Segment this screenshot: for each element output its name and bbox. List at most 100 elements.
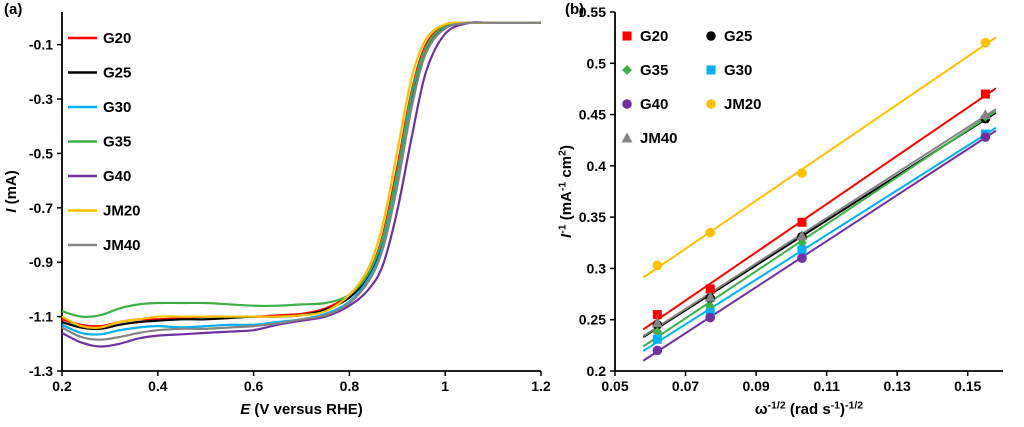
y-axis-title: I (mA) bbox=[3, 170, 20, 213]
legend-item-G30: G30 bbox=[706, 62, 752, 79]
y-tick-label: -1.3 bbox=[29, 363, 53, 379]
series-G30-marker bbox=[652, 334, 662, 344]
y-tick-label: 0.25 bbox=[579, 312, 606, 328]
y-tick-label: -0.9 bbox=[29, 254, 53, 270]
series-JM40-marker bbox=[796, 230, 808, 241]
x-tick-label: 0.05 bbox=[601, 378, 628, 394]
legend-item-G40: G40 bbox=[68, 168, 131, 185]
legend-item-G35: G35 bbox=[68, 134, 131, 151]
y-tick-label: 0.35 bbox=[579, 209, 606, 225]
legend-marker-JM20 bbox=[706, 99, 716, 109]
fit-lines-group bbox=[642, 36, 997, 362]
series-G40-marker bbox=[797, 253, 807, 263]
series-G20-marker bbox=[797, 217, 807, 227]
series-JM40-marker bbox=[651, 317, 663, 328]
y-tick-label: 0.4 bbox=[587, 158, 607, 174]
series-G20-marker bbox=[652, 310, 662, 320]
legend-item-JM40: JM40 bbox=[621, 130, 678, 147]
y-axis-title: I-1 (mA-1 cm2) bbox=[557, 145, 575, 238]
series-G30-marker bbox=[705, 308, 715, 318]
series-JM20-marker bbox=[705, 227, 716, 238]
legend-marker-G30 bbox=[706, 65, 716, 75]
x-tick-label: 0.8 bbox=[340, 378, 360, 394]
y-tick-label: -1.1 bbox=[29, 309, 53, 325]
legend-label-G25: G25 bbox=[103, 65, 131, 82]
legend-item-JM40: JM40 bbox=[68, 237, 141, 254]
x-tick-label: 1 bbox=[441, 378, 449, 394]
series-G20-marker bbox=[980, 89, 990, 99]
series-G40-line bbox=[61, 21, 541, 348]
series-G20-fitline bbox=[642, 87, 997, 331]
legend-label-JM20: JM20 bbox=[724, 96, 762, 113]
series-group bbox=[61, 21, 541, 348]
x-tick-label: 0.13 bbox=[884, 378, 911, 394]
y-tick-label: 0.3 bbox=[587, 260, 607, 276]
series-G40-marker bbox=[652, 345, 663, 356]
x-tick-label: 0.09 bbox=[742, 378, 769, 394]
legend-item-G40: G40 bbox=[622, 96, 668, 113]
y-tick-label: 0.2 bbox=[587, 363, 607, 379]
panel-a: (a) 0.2 0.4 0.6 0.8 1 1.2 -0.1 -0.3 -0.5 -0.7 -0.9… bbox=[3, 1, 551, 418]
markers-group bbox=[651, 37, 991, 356]
legend-marker-G20 bbox=[622, 31, 632, 41]
series-G35-marker bbox=[796, 237, 807, 248]
series-G35-fitline bbox=[642, 110, 997, 348]
legend-label-G25: G25 bbox=[724, 28, 752, 45]
series-G30-marker bbox=[797, 245, 807, 255]
series-G25-line bbox=[61, 21, 541, 331]
legend-item-JM20: JM20 bbox=[68, 203, 141, 220]
legend: G20 G25 G30 G35 G40 JM20 JM40 bbox=[68, 30, 141, 254]
legend-marker-G40 bbox=[622, 99, 632, 109]
legend-item-G25: G25 bbox=[706, 28, 752, 45]
series-G35-line bbox=[61, 21, 541, 318]
series-JM20-marker bbox=[797, 168, 807, 178]
series-G40-marker bbox=[705, 312, 716, 323]
chart-b-svg: 0.05 0.07 0.09 0.11 0.13 0.15 0.2 0.25 0.3 0.35 0.… bbox=[557, 4, 1003, 418]
y-tick-label: 0.55 bbox=[579, 4, 606, 20]
legend-marker-G25 bbox=[706, 31, 716, 41]
legend-label-JM40: JM40 bbox=[640, 130, 678, 147]
series-G30-line bbox=[61, 21, 541, 336]
y-tick-label: -0.7 bbox=[29, 200, 53, 216]
chart-a-svg: 0.2 0.4 0.6 0.8 1 1.2 -0.1 -0.3 -0.5 -0.7 -0.9 -1.1… bbox=[3, 12, 551, 418]
legend-item-G30: G30 bbox=[68, 99, 131, 116]
y-tick-label: 0.5 bbox=[587, 55, 607, 71]
legend-label-JM40: JM40 bbox=[103, 237, 141, 254]
axes: 0.2 0.4 0.6 0.8 1 1.2 -0.1 -0.3 -0.5 -0.7 -0.9 -1.1… bbox=[29, 12, 551, 394]
x-axis-title: E (V versus RHE) bbox=[240, 401, 363, 418]
series-JM20-fitline bbox=[642, 36, 997, 279]
series-JM40-marker bbox=[704, 291, 716, 302]
y-tick-label: -0.3 bbox=[29, 91, 53, 107]
series-G35-marker bbox=[652, 327, 663, 338]
series-JM40-fitline bbox=[642, 108, 997, 338]
x-axis-title: ω-1/2 (rad s-1)-1/2 bbox=[755, 400, 863, 418]
legend-item-JM20: JM20 bbox=[706, 96, 762, 113]
series-JM20-marker bbox=[652, 260, 663, 271]
legend-marker-JM40 bbox=[621, 132, 633, 143]
y-tick-label: -0.5 bbox=[29, 145, 53, 161]
series-G20-marker bbox=[705, 284, 715, 294]
legend: G20 G25 G35 G30 G40 JM20 JM40 bbox=[621, 28, 762, 147]
x-tick-label: 0.2 bbox=[52, 378, 72, 394]
y-tick-label: 0.45 bbox=[579, 107, 606, 123]
legend-label-G35: G35 bbox=[103, 134, 131, 151]
panel-b: (b) 0.05 0.07 0.09 0.11 0.13 0.15 0.2 0.25 0.3 0.… bbox=[555, 0, 1024, 427]
legend-label-G20: G20 bbox=[640, 28, 668, 45]
legend-label-G40: G40 bbox=[103, 168, 131, 185]
legend-item-G25: G25 bbox=[68, 65, 131, 82]
legend-label-G20: G20 bbox=[103, 30, 131, 47]
series-G20-line bbox=[61, 21, 541, 328]
x-tick-label: 0.11 bbox=[813, 378, 840, 394]
series-JM20-line bbox=[61, 21, 541, 329]
x-tick-label: 0.15 bbox=[954, 378, 981, 394]
panel-a-label: (a) bbox=[4, 1, 23, 18]
legend-label-G35: G35 bbox=[640, 62, 668, 79]
legend-label-G30: G30 bbox=[103, 99, 131, 116]
series-G40-marker bbox=[980, 132, 991, 142]
series-G30-fitline bbox=[642, 126, 997, 352]
series-JM40-marker bbox=[979, 109, 991, 120]
legend-item-G35: G35 bbox=[622, 62, 668, 79]
legend-label-JM20: JM20 bbox=[103, 203, 141, 220]
x-tick-label: 0.07 bbox=[672, 378, 699, 394]
